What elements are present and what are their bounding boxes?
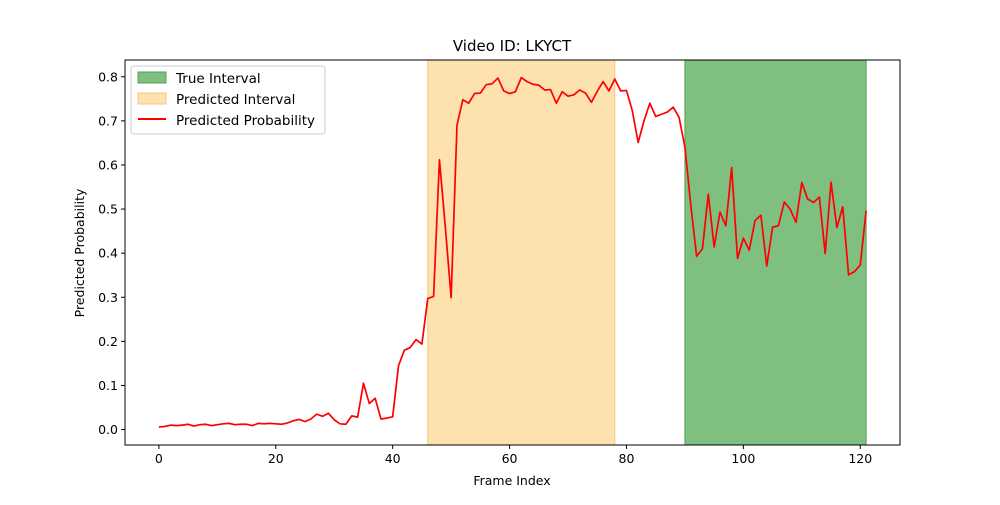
legend-predicted-interval-label: Predicted Interval (176, 92, 295, 108)
y-tick-label: 0.6 (98, 157, 118, 172)
legend-probability-label: Predicted Probability (176, 113, 315, 129)
plot-area (124, 59, 901, 446)
x-tick-label: 120 (848, 451, 872, 466)
x-tick-label: 0 (155, 451, 163, 466)
y-tick-label: 0.0 (98, 422, 118, 437)
legend: True Interval Predicted Interval Predict… (130, 65, 326, 135)
y-axis-label: Predicted Probability (72, 188, 87, 317)
y-tick-label: 0.2 (98, 334, 118, 349)
x-tick-label: 20 (268, 451, 284, 466)
legend-true-interval-swatch (137, 71, 167, 84)
legend-predicted-interval-swatch (137, 92, 167, 105)
probability-line (158, 76, 867, 428)
x-tick-label: 40 (385, 451, 401, 466)
x-tick-label: 100 (731, 451, 755, 466)
chart-title: Video ID: LKYCT (453, 37, 572, 55)
x-axis-label: Frame Index (473, 473, 550, 488)
predicted-interval-band (427, 59, 616, 446)
y-tick-label: 0.7 (98, 113, 118, 128)
y-tick-label: 0.4 (98, 246, 118, 261)
y-tick-label: 0.3 (98, 290, 118, 305)
y-tick-label: 0.8 (98, 69, 118, 84)
legend-box (130, 65, 326, 135)
legend-true-interval-label: True Interval (175, 71, 261, 87)
x-tick-label: 60 (502, 451, 518, 466)
axes-frame (124, 59, 901, 446)
x-axis-ticks: 0 20 40 60 80 100 120 (155, 445, 872, 466)
y-tick-label: 0.5 (98, 202, 118, 217)
x-tick-label: 80 (619, 451, 635, 466)
y-tick-label: 0.1 (98, 378, 118, 393)
y-axis-ticks: 0.0 0.1 0.2 0.3 0.4 0.5 0.6 0.7 0.8 (98, 69, 125, 437)
true-interval-band (684, 59, 867, 446)
